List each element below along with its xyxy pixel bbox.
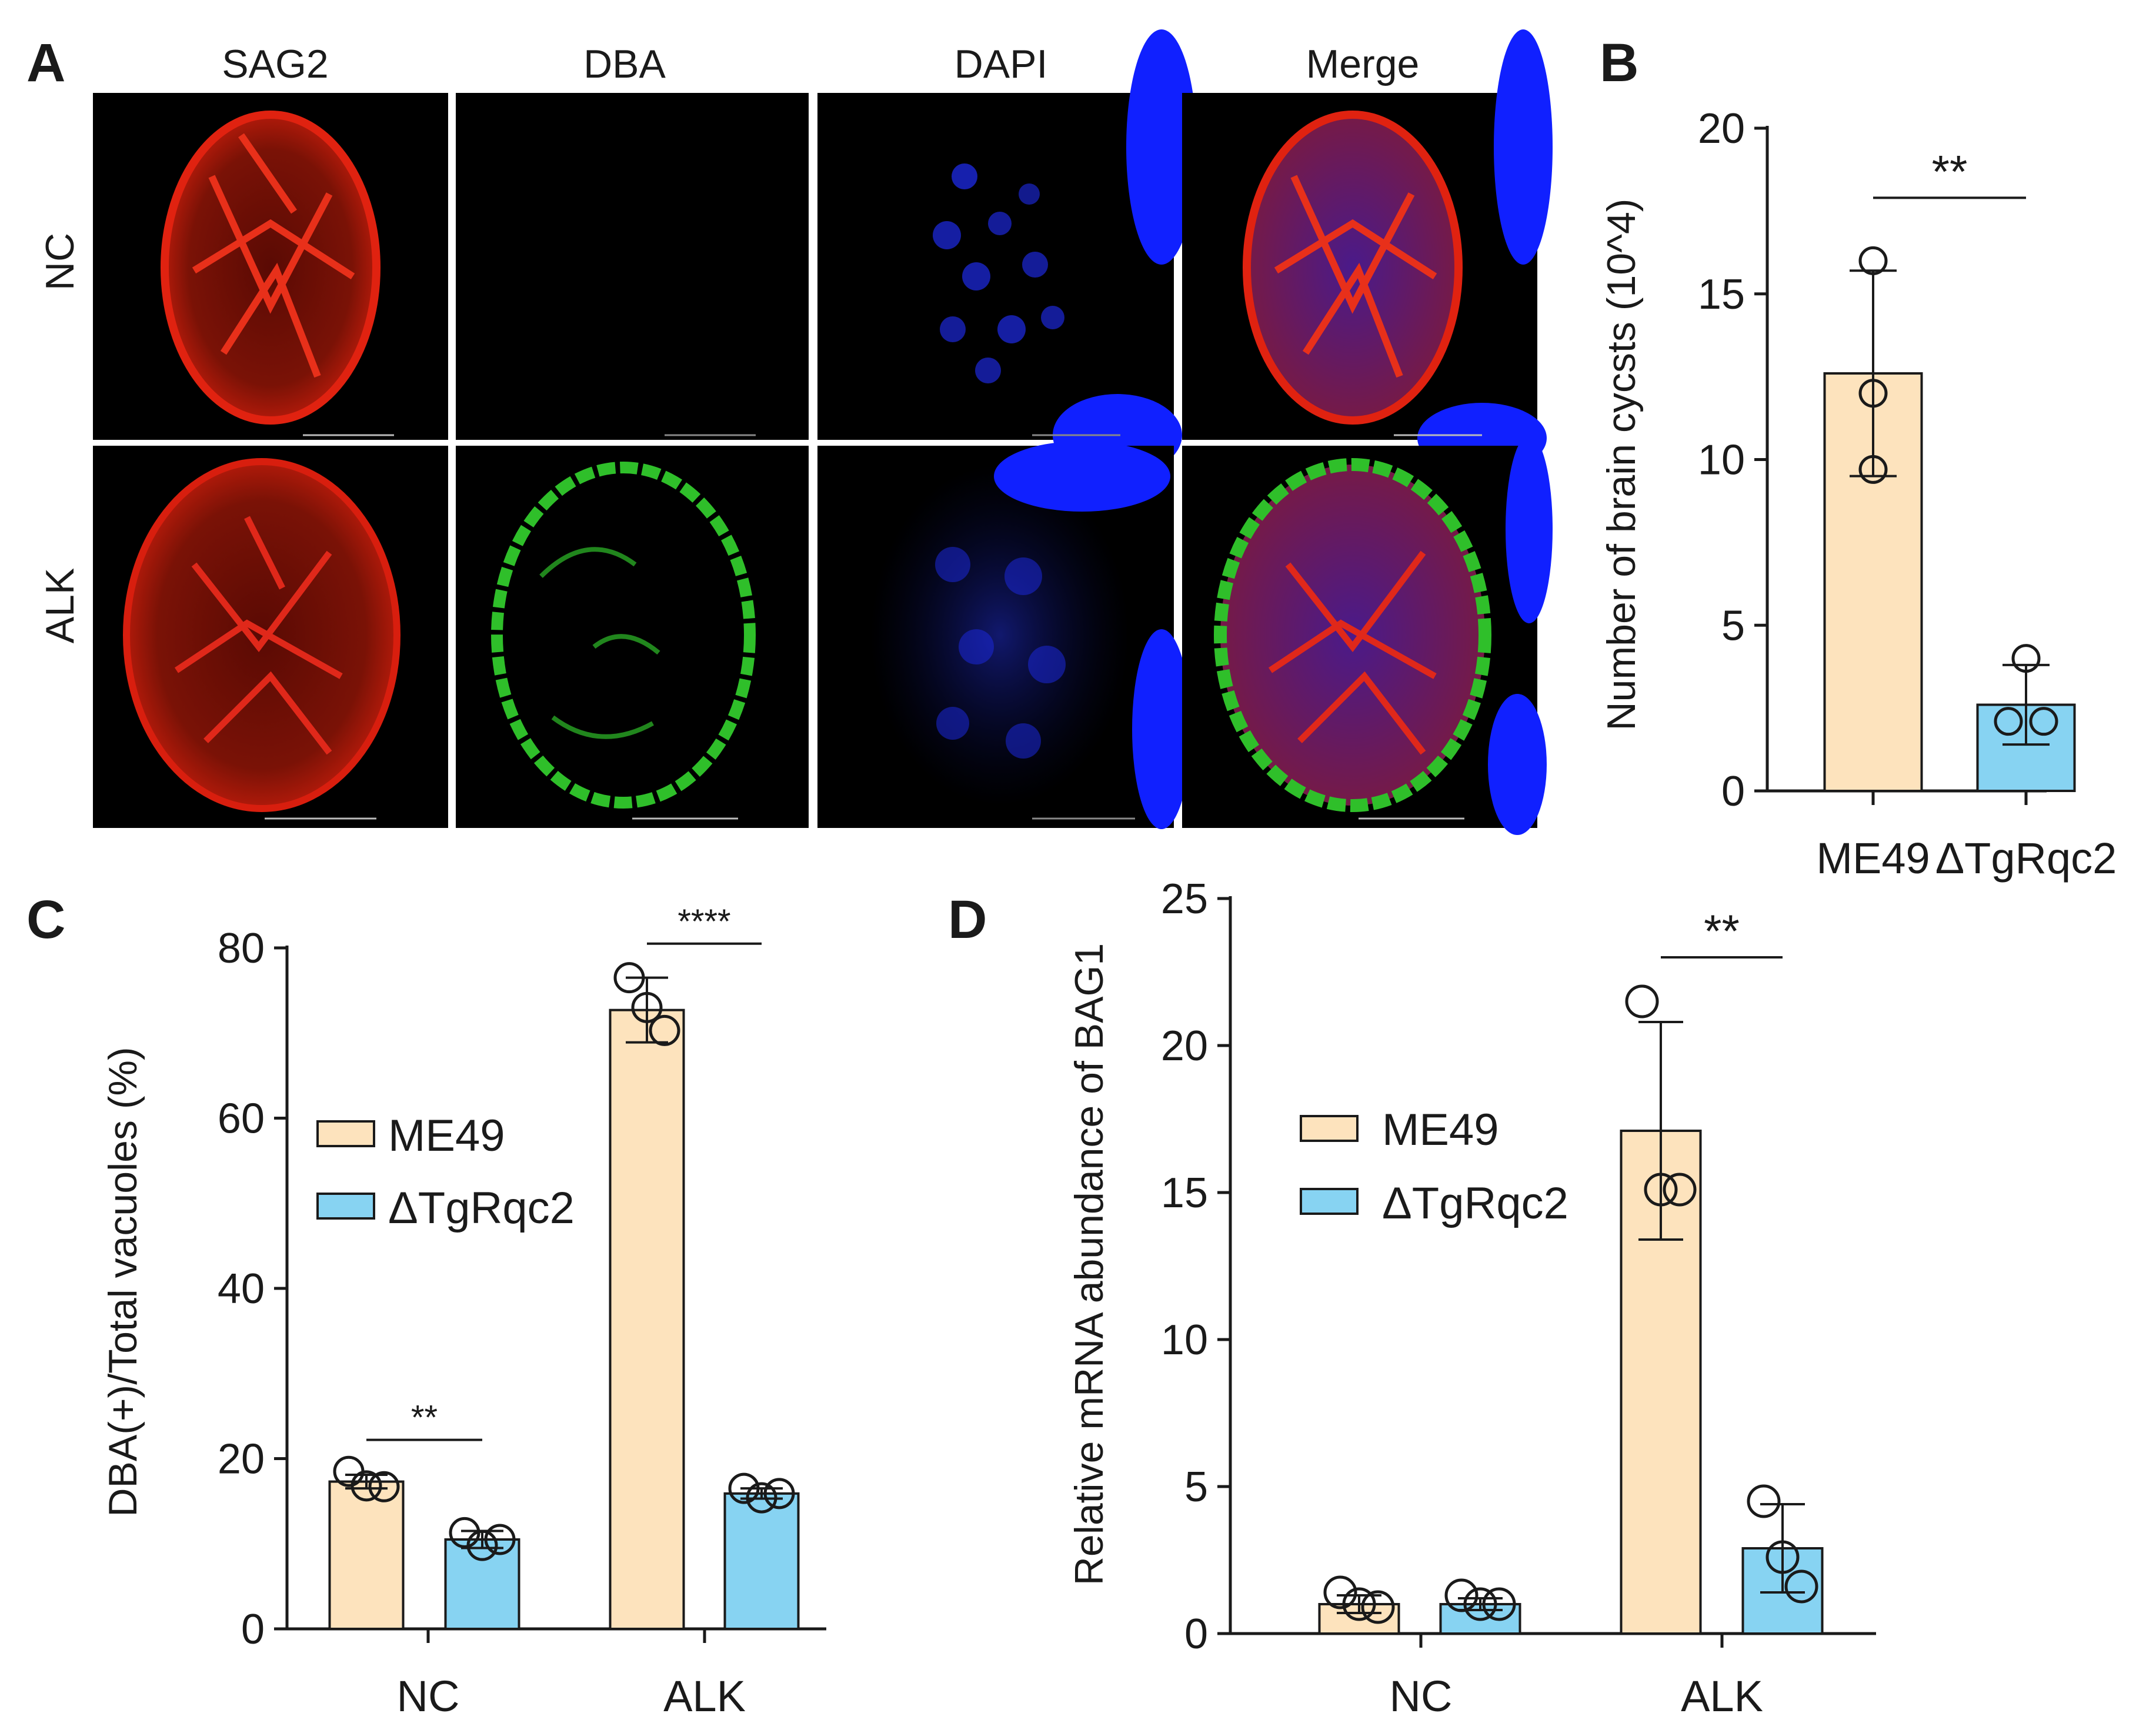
chart-d-dko-0-point-1: [1463, 1587, 1497, 1621]
chart-c-dko-0-point-2: [484, 1524, 516, 1555]
panel-c-letter: C: [26, 890, 65, 950]
chart-c-me49-1-point-2: [649, 1014, 680, 1046]
legend-c-label-me49: ME49: [388, 1111, 505, 1161]
chart-b-me49-bar: [1823, 372, 1923, 792]
chart-d-dko-0-point-2: [1482, 1587, 1516, 1621]
micrograph-nc-dba: [456, 93, 809, 440]
chart-d-me49-0-point-0: [1323, 1575, 1357, 1609]
chart-c-dko-1-point-1: [746, 1482, 777, 1514]
chart-c-ytick-label-0: 0: [241, 1606, 265, 1653]
chart-c-dko-1-point-0: [728, 1472, 760, 1504]
chart-b-dko-point-0: [2011, 644, 2041, 673]
legend-d-label-dko: ΔTgRqc2: [1382, 1178, 1568, 1228]
panel-d-letter: D: [948, 890, 987, 950]
legend-d-swatch-me49: [1300, 1115, 1359, 1142]
chart-d-dko-1-point-2: [1784, 1569, 1818, 1604]
panel-c-ylabel: DBA(+)/Total vacuoles (%): [101, 1047, 145, 1517]
legend-c: ME49 ΔTgRqc2: [316, 1111, 575, 1233]
chart-d-category-label-0: NC: [1390, 1672, 1453, 1721]
col-title-dapi: DAPI: [954, 42, 1048, 86]
chart-d-me49-1-point-0: [1625, 984, 1659, 1018]
chart-d-ytick-label-2: 10: [1161, 1317, 1208, 1364]
chart-b-dko-point-2: [2029, 707, 2058, 736]
chart-c-significance-label-0: **: [411, 1399, 438, 1437]
row-label-alk: ALK: [38, 568, 82, 644]
chart-b-significance-label-0: **: [1932, 145, 1968, 197]
chart-b-category-label-1: ΔTgRqc2: [1935, 834, 2117, 883]
panel-a: A SAG2 DBA DAPI Merge NC ALK: [26, 29, 1553, 835]
chart-c-ytick-label-3: 60: [218, 1096, 265, 1143]
chart-c-dko-1-bar: [723, 1492, 800, 1630]
chart-d-dko-1-point-1: [1765, 1540, 1800, 1574]
legend-c-swatch-dko: [316, 1193, 375, 1220]
legend-d: ME49 ΔTgRqc2: [1300, 1105, 1568, 1228]
micrograph-alk-dba: [456, 446, 809, 828]
chart-d-ytick-label-5: 25: [1161, 876, 1208, 923]
chart-d-significance-label-0: **: [1704, 905, 1740, 957]
micrograph-alk-dapi: [817, 441, 1191, 829]
chart-c-ytick-label-4: 80: [218, 925, 265, 972]
micrograph-nc-dapi: [817, 29, 1197, 476]
chart-d-ytick-label-3: 15: [1161, 1170, 1208, 1217]
legend-d-label-me49: ME49: [1382, 1105, 1499, 1155]
legend-d-swatch-dko: [1300, 1188, 1359, 1215]
col-title-sag2: SAG2: [222, 42, 328, 86]
panel-a-letter: A: [26, 33, 65, 93]
micrograph-nc-merge: [1182, 29, 1553, 473]
col-title-dba: DBA: [583, 42, 666, 86]
chart-c-me49-0-point-2: [368, 1471, 400, 1502]
panel-b-letter: B: [1600, 33, 1638, 93]
chart-c-me49-0-point-1: [351, 1470, 382, 1502]
chart-d-me49-0-point-1: [1342, 1587, 1376, 1621]
row-label-nc: NC: [38, 233, 82, 290]
chart-d-dko-1-point-0: [1747, 1484, 1781, 1518]
panel-d: D Relative mRNA abundance of BAG1 0 5 10 15…: [948, 876, 1876, 1721]
chart-d-category-label-1: ALK: [1681, 1672, 1763, 1721]
chart-d-me49-1-point-1: [1644, 1173, 1678, 1207]
chart-b-me49-point-2: [1858, 455, 1888, 484]
micrograph-nc-sag2: [93, 93, 448, 440]
chart-d-ytick-label-0: 0: [1184, 1611, 1208, 1658]
micrograph-alk-sag2: [93, 446, 448, 828]
chart-d-ytick-label-4: 20: [1161, 1023, 1208, 1070]
chart-b-ytick-label-3: 15: [1698, 271, 1745, 318]
legend-c-swatch-me49: [316, 1120, 375, 1147]
chart-d-ytick-label-1: 5: [1184, 1464, 1208, 1511]
chart-d: 0 5 10 15 20 25 NC ALK **: [1161, 876, 1876, 1721]
chart-c-me49-1-bar: [609, 1008, 685, 1630]
chart-b-ytick-label-1: 5: [1721, 602, 1745, 649]
chart-c-me49-1-point-0: [613, 962, 645, 994]
chart-c-ytick-label-2: 40: [218, 1265, 265, 1312]
chart-d-me49-1-point-2: [1663, 1173, 1697, 1207]
legend-c-label-dko: ΔTgRqc2: [388, 1183, 575, 1233]
chart-d-dko-0-point-0: [1444, 1578, 1479, 1612]
panel-d-ylabel: Relative mRNA abundance of BAG1: [1067, 943, 1112, 1585]
panel-b: B Number of brain cycsts (10^4) 0 5 10 15 20…: [1599, 33, 2117, 883]
chart-c-category-label-0: NC: [397, 1672, 460, 1721]
chart-c-ytick-label-1: 20: [218, 1436, 265, 1483]
chart-c-dko-0-point-1: [466, 1529, 498, 1561]
chart-c-dko-0-bar: [444, 1538, 520, 1630]
chart-b-ytick-label-4: 20: [1698, 105, 1745, 152]
chart-b-ytick-label-2: 10: [1698, 437, 1745, 484]
micrograph-alk-merge: [1182, 435, 1553, 835]
chart-b-category-label-0: ME49: [1816, 834, 1930, 883]
chart-c-dko-1-point-2: [763, 1478, 795, 1509]
chart-c-me49-0-bar: [328, 1480, 405, 1631]
chart-b: 0 5 10 15 20 ME49 ΔTgRqc2 **: [1698, 105, 2117, 883]
chart-d-me49-0-point-2: [1361, 1590, 1395, 1624]
chart-b-me49-point-0: [1858, 246, 1888, 275]
chart-c-me49-1-point-1: [631, 991, 663, 1023]
panel-b-ylabel: Number of brain cycsts (10^4): [1599, 199, 1644, 731]
chart-c-significance-label-1: ****: [677, 903, 730, 941]
chart-b-dko-point-1: [1994, 707, 2023, 736]
chart-b-me49-point-1: [1858, 379, 1888, 408]
chart-c-category-label-1: ALK: [663, 1672, 746, 1721]
col-title-merge: Merge: [1306, 42, 1420, 86]
panel-c: C DBA(+)/Total vacuoles (%) 0 20 40 60 80 NC A…: [26, 890, 826, 1721]
chart-b-ytick-label-0: 0: [1721, 768, 1745, 815]
